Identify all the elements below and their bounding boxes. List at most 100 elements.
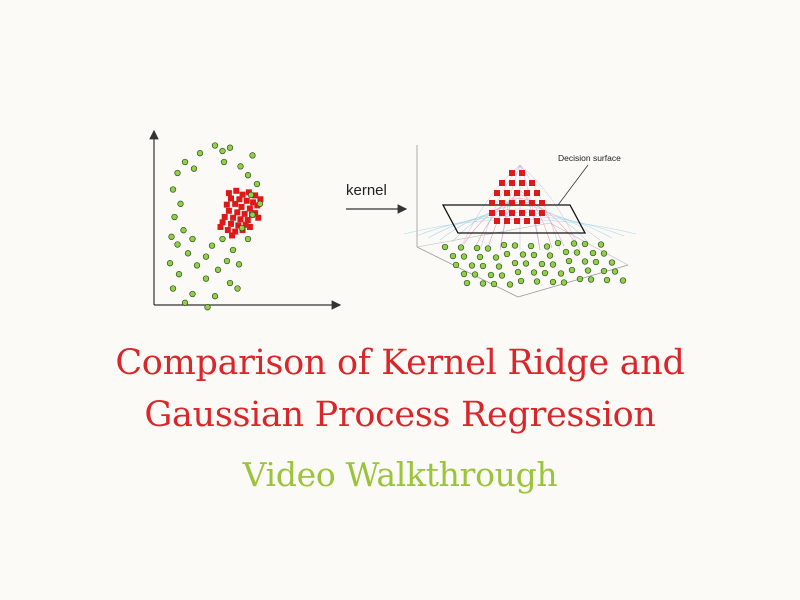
outer-class-point-3d: [600, 267, 608, 275]
title-line-2: Gaussian Process Regression: [144, 395, 656, 435]
outer-class-point-3d: [522, 260, 530, 267]
left-plot-outer-class-points: [166, 142, 264, 311]
outer-class-point-3d: [546, 252, 554, 259]
inner-class-point: [238, 203, 245, 210]
outer-class-point-3d: [560, 279, 568, 286]
inner-class-point-3d: [514, 218, 520, 224]
inner-class-point: [236, 196, 243, 203]
inner-class-point: [255, 214, 262, 221]
outer-class-point: [174, 169, 181, 177]
inner-class-point: [223, 201, 230, 208]
inner-class-point: [234, 209, 241, 216]
inner-class-point: [232, 228, 239, 235]
outer-class-point: [193, 262, 201, 269]
inner-class-point: [233, 187, 240, 194]
inner-class-point: [242, 221, 249, 228]
outer-class-point: [204, 304, 211, 311]
outer-class-point-3d: [452, 261, 460, 269]
outer-class-point-3d: [527, 242, 535, 250]
inner-class-point: [228, 220, 234, 227]
decision-surface-label: Decision surface: [558, 153, 621, 163]
outer-class-point-3d: [611, 268, 619, 275]
outer-class-point: [244, 235, 252, 243]
outer-class-point: [211, 293, 219, 300]
outer-class-point: [168, 233, 175, 240]
inner-class-point: [239, 191, 246, 198]
right-plot-outer-class-points: [441, 239, 627, 288]
inner-class-point-3d: [519, 180, 525, 186]
outer-class-point: [175, 271, 183, 278]
inner-class-point: [244, 217, 251, 224]
outer-class-point-3d: [511, 242, 519, 249]
outer-class-point-3d: [479, 262, 487, 270]
inner-class-point-3d: [534, 218, 540, 224]
inner-class-point-3d: [504, 190, 510, 196]
decision-plane: [441, 204, 587, 234]
outer-class-point-3d: [490, 280, 498, 288]
inner-class-point: [221, 213, 228, 220]
outer-class-point-3d: [468, 262, 476, 269]
outer-class-point-3d: [503, 250, 511, 258]
inner-class-point-3d: [499, 210, 505, 216]
outer-class-point-3d: [570, 240, 578, 247]
inner-class-point-3d: [489, 200, 495, 206]
outer-class-point: [235, 261, 243, 268]
inner-class-point-3d: [524, 218, 530, 224]
outer-class-point: [177, 200, 184, 207]
inner-class-point: [245, 189, 252, 196]
outer-class-point-3d: [584, 267, 592, 274]
inner-class-point-3d: [519, 210, 525, 216]
outer-class-point-3d: [592, 258, 600, 266]
outer-class-point-3d: [600, 250, 608, 257]
inner-class-point: [225, 190, 232, 197]
inner-class-point: [219, 219, 226, 226]
outer-class-point: [238, 224, 246, 232]
inner-class-point: [243, 197, 250, 204]
outer-class-point-3d: [519, 251, 527, 258]
outer-class-point-3d: [554, 239, 562, 247]
outer-class-point: [181, 299, 189, 306]
outer-class-point: [226, 279, 234, 287]
outer-class-point: [171, 213, 178, 221]
outer-class-point: [253, 180, 261, 188]
title-line-1: Comparison of Kernel Ridge and: [115, 343, 685, 383]
outer-class-point-3d: [565, 257, 573, 265]
outer-class-point: [237, 163, 244, 170]
outer-class-point-3d: [557, 270, 565, 277]
outer-class-point: [166, 260, 174, 267]
outer-class-point: [184, 250, 192, 257]
outer-class-point-3d: [538, 260, 546, 268]
outer-class-point-3d: [484, 245, 492, 252]
outer-class-point-3d: [471, 271, 479, 278]
outer-class-point: [256, 200, 264, 207]
outer-class-point-3d: [530, 269, 538, 276]
outer-class-point: [219, 235, 226, 243]
inner-class-point-3d: [499, 180, 505, 186]
inner-class-point-3d: [539, 200, 545, 206]
outer-class-point: [226, 144, 234, 151]
outer-class-point: [219, 147, 226, 155]
outer-class-point: [247, 191, 255, 199]
outer-class-point-3d: [619, 277, 627, 284]
outer-class-point: [244, 172, 252, 179]
subtitle: Video Walkthrough: [242, 455, 558, 494]
outer-class-point: [196, 150, 204, 157]
left-plot-inner-class-points: [217, 187, 264, 239]
right-plot-back-edge-2: [549, 222, 629, 266]
mesh-meridian: [479, 164, 521, 251]
inner-class-point-3d: [494, 190, 500, 196]
inner-class-point: [252, 192, 259, 199]
outer-class-point-3d: [549, 278, 557, 286]
outer-class-point: [189, 235, 196, 243]
outer-class-point: [190, 165, 198, 172]
inner-class-point: [237, 216, 244, 223]
outer-class-point-3d: [511, 259, 519, 267]
inner-class-point: [241, 210, 248, 217]
outer-class-point-3d: [449, 252, 457, 260]
inner-class-point: [235, 222, 242, 229]
inner-class-point: [228, 195, 234, 202]
inner-class-point-3d: [509, 170, 515, 176]
inner-class-point-3d: [519, 200, 525, 206]
kernel-mapping-arrow: kernel: [346, 182, 408, 214]
outer-class-point-3d: [479, 280, 487, 287]
